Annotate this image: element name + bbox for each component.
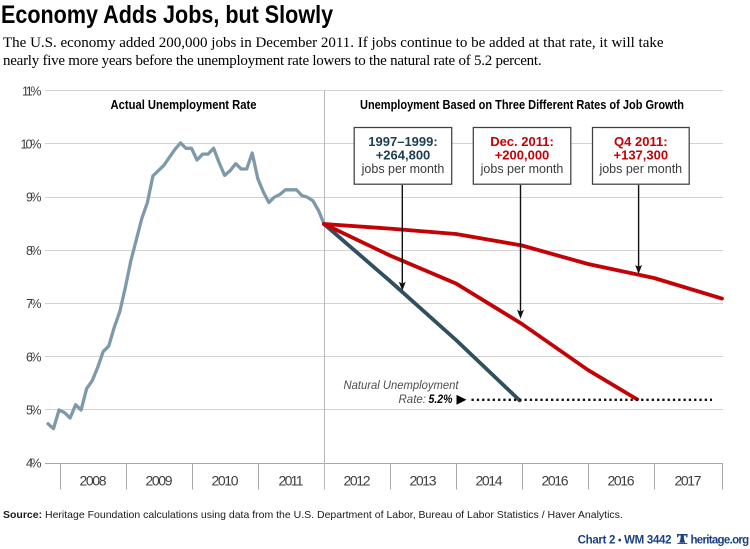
svg-text:+264,800: +264,800: [376, 148, 431, 163]
svg-text:2014: 2014: [476, 473, 503, 489]
svg-text:jobs per month: jobs per month: [361, 162, 445, 176]
svg-text:5%: 5%: [26, 404, 42, 418]
svg-text:2012: 2012: [344, 473, 371, 489]
svg-text:Q4 2011:: Q4 2011:: [614, 134, 668, 149]
svg-text:10%: 10%: [21, 138, 42, 152]
svg-text:Unemployment Based on Three Di: Unemployment Based on Three Different Ra…: [360, 98, 684, 112]
svg-text:Dec. 2011:: Dec. 2011:: [490, 134, 554, 149]
svg-text:Rate:: Rate:: [399, 394, 427, 406]
svg-text:6%: 6%: [26, 350, 42, 364]
svg-text:2008: 2008: [80, 473, 107, 489]
svg-text:Natural Unemployment: Natural Unemployment: [344, 380, 460, 392]
svg-text:2011: 2011: [279, 473, 304, 489]
svg-text:Actual Unemployment Rate: Actual Unemployment Rate: [111, 98, 257, 112]
svg-text:1997–1999:: 1997–1999:: [368, 134, 437, 149]
svg-text:2010: 2010: [212, 473, 239, 489]
svg-text:8%: 8%: [26, 244, 42, 258]
svg-text:7%: 7%: [26, 297, 42, 311]
svg-text:2016: 2016: [542, 473, 569, 489]
svg-text:2017: 2017: [675, 473, 702, 489]
svg-text:2009: 2009: [146, 473, 173, 489]
svg-text:+200,000: +200,000: [495, 148, 550, 163]
svg-text:2013: 2013: [410, 473, 437, 489]
svg-text:jobs per month: jobs per month: [480, 162, 564, 176]
svg-text:2016: 2016: [608, 473, 635, 489]
svg-text:+137,300: +137,300: [614, 148, 669, 163]
svg-text:4%: 4%: [26, 457, 42, 471]
svg-text:jobs per month: jobs per month: [598, 162, 682, 176]
svg-text:11%: 11%: [22, 84, 42, 98]
svg-text:5.2%: 5.2%: [429, 394, 453, 406]
svg-text:9%: 9%: [26, 191, 42, 205]
